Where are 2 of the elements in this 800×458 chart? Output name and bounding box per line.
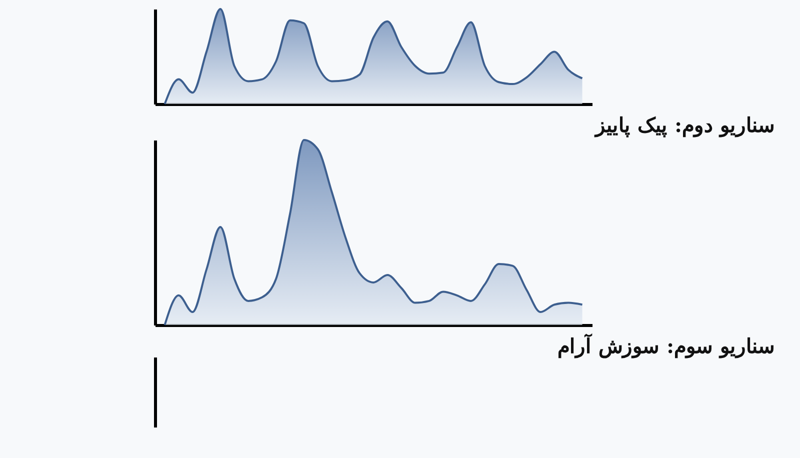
- text: سناریو دوم: پیک پاییز: [594, 113, 775, 138]
- text: سناریو سوم: سوزش آرام: [558, 333, 775, 359]
